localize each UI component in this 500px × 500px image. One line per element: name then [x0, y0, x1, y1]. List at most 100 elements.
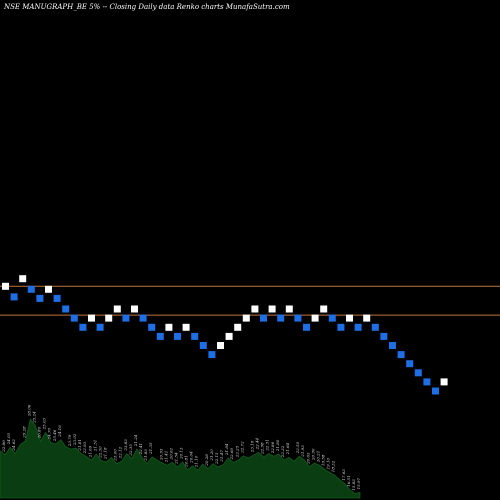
- renko-brick-down: [10, 293, 18, 301]
- price-label: 24.16: [57, 425, 62, 438]
- price-label: 22.41: [138, 443, 143, 455]
- price-labels: 23.5822.8624.0524.6229.2828.0625.2426.80…: [0, 404, 361, 490]
- price-label: 21.47: [219, 450, 224, 463]
- renko-brick-down: [294, 314, 302, 322]
- renko-brick-down: [406, 360, 414, 368]
- renko-brick-down: [354, 323, 362, 331]
- renko-brick-down: [62, 305, 70, 313]
- price-label: 21.20: [209, 449, 214, 462]
- price-area: [0, 418, 361, 499]
- renko-brick-down: [371, 323, 379, 331]
- renko-brick-up: [234, 323, 242, 331]
- renko-brick-down: [53, 294, 61, 302]
- price-label: 22.44: [255, 437, 260, 450]
- renko-brick-down: [79, 323, 87, 331]
- price-label: 21.69: [87, 445, 92, 458]
- price-label: 22.30: [97, 446, 102, 459]
- price-label: 24.62: [11, 439, 16, 452]
- price-label: 21.24: [133, 434, 138, 447]
- renko-brick-up: [131, 305, 138, 313]
- price-label: 21.35: [148, 442, 153, 455]
- reference-lines: [0, 285, 500, 316]
- price-label: 18.32: [331, 460, 336, 472]
- renko-brick-down: [36, 294, 44, 302]
- renko-brick-down: [303, 323, 310, 331]
- price-label: 22.98: [260, 442, 265, 455]
- renko-brick-down: [328, 314, 336, 322]
- price-label: 20.13: [179, 447, 184, 460]
- price-label: 22.86: [270, 441, 275, 454]
- renko-bricks: [2, 275, 448, 395]
- price-label: 19.10: [326, 457, 331, 469]
- renko-brick-up: [242, 314, 250, 322]
- price-label: 22.15: [214, 452, 219, 465]
- renko-brick-down: [389, 342, 396, 349]
- price-label: 22.35: [128, 444, 133, 457]
- price-label: 21.93: [300, 445, 305, 458]
- price-label: 20.81: [184, 455, 189, 467]
- renko-brick-up: [45, 285, 52, 293]
- renko-brick-down: [27, 285, 35, 293]
- price-label: 15.97: [356, 477, 361, 489]
- renko-brick-up: [88, 314, 95, 322]
- price-label: 20.21: [315, 451, 320, 463]
- renko-brick-down: [156, 332, 164, 340]
- price-label: 20.04: [189, 451, 194, 464]
- price-label: 28.06: [26, 404, 31, 417]
- renko-brick-up: [311, 314, 319, 322]
- price-label: 24.70: [47, 427, 52, 440]
- renko-brick-down: [337, 323, 345, 331]
- price-label: 29.28: [21, 426, 26, 439]
- price-label: 21.84: [224, 443, 229, 456]
- renko-brick-up: [225, 332, 233, 340]
- price-label: 22.72: [239, 441, 244, 454]
- renko-brick-down: [199, 342, 207, 349]
- price-label: 23.58: [0, 436, 1, 449]
- price-label: 22.86: [1, 440, 6, 453]
- price-label: 26.80: [37, 426, 42, 439]
- renko-brick-down: [260, 314, 267, 322]
- price-label: 22.25: [234, 445, 239, 458]
- renko-brick-down: [139, 314, 147, 322]
- renko-brick-up: [268, 305, 276, 313]
- price-label: 25.24: [32, 411, 37, 424]
- price-label: 25.03: [42, 417, 47, 430]
- price-label: 16.51: [346, 475, 351, 486]
- price-label: 24.05: [6, 432, 11, 445]
- price-label: 23.19: [250, 440, 255, 453]
- renko-brick-up: [182, 323, 190, 331]
- renko-brick-up: [217, 342, 224, 349]
- price-label: 23.00: [113, 449, 118, 462]
- renko-brick-up: [320, 305, 328, 313]
- renko-brick-down: [148, 323, 156, 331]
- renko-brick-down: [423, 378, 431, 386]
- price-label: 20.28: [204, 454, 209, 467]
- price-label: 17.63: [341, 469, 346, 481]
- renko-brick-down: [70, 314, 78, 322]
- renko-brick-up: [251, 305, 259, 313]
- renko-brick-up: [2, 282, 9, 290]
- renko-brick-down: [397, 351, 405, 359]
- renko-brick-down: [122, 314, 130, 322]
- renko-brick-up: [440, 378, 448, 386]
- price-label: 22.32: [280, 445, 285, 458]
- price-label: 22.60: [229, 447, 234, 460]
- renko-brick-down: [191, 332, 199, 340]
- price-label: 21.54: [174, 452, 179, 465]
- price-label: 21.18: [103, 447, 108, 460]
- price-area-path: [0, 418, 361, 499]
- price-label: 23.83: [123, 439, 128, 452]
- price-label: 20.63: [305, 452, 310, 465]
- price-label: 22.50: [295, 441, 300, 454]
- price-label: 21.80: [275, 439, 280, 452]
- price-label: 25.46: [52, 429, 57, 442]
- renko-brick-down: [432, 387, 439, 395]
- price-label: 21.41: [163, 451, 168, 463]
- price-label: 21.10: [194, 455, 199, 468]
- price-label: 21.51: [92, 440, 97, 452]
- renko-brick-up: [165, 323, 173, 331]
- renko-brick-up: [346, 314, 353, 322]
- renko-brick-down: [174, 332, 181, 340]
